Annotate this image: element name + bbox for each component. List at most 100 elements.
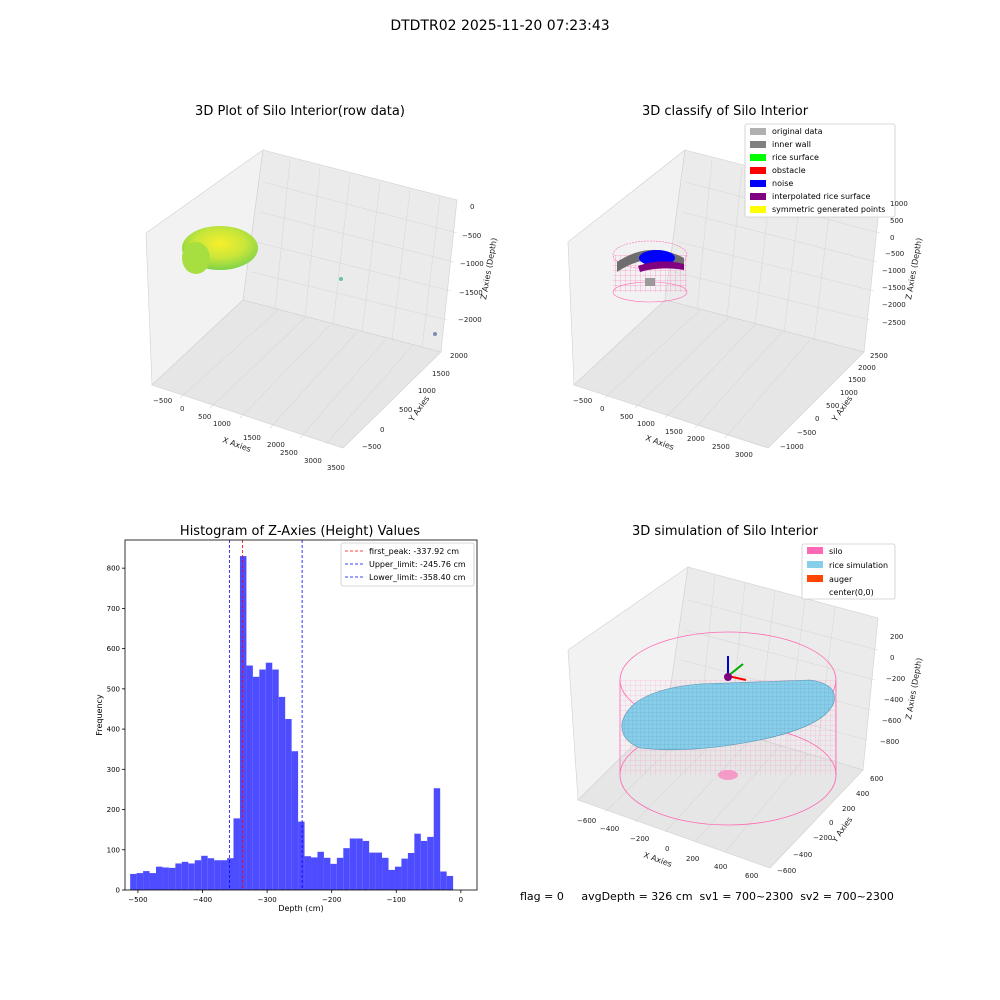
figure-title: DTDTR02 2025-11-20 07:23:43	[390, 18, 610, 34]
y-tick-label: 500	[107, 685, 120, 693]
svg-text:400: 400	[856, 790, 869, 798]
legend-line-label: Upper_limit: -245.76 cm	[369, 560, 466, 569]
svg-text:2500: 2500	[712, 443, 730, 451]
svg-text:500: 500	[198, 413, 211, 421]
histogram-bar	[323, 857, 331, 890]
histogram-bar	[446, 875, 454, 890]
histogram-x-label: Depth (cm)	[278, 904, 323, 913]
simulation-3d-plot: silo rice simulation auger center(0,0) −…	[567, 543, 924, 880]
y-tick-label: 400	[107, 726, 120, 734]
x-tick-label: −400	[193, 896, 212, 904]
histogram-bar	[311, 857, 318, 890]
raw-3d-plot: −500 0 500 1000 1500 2000 2500 3000 3500…	[145, 149, 499, 472]
histogram-bar	[401, 858, 408, 890]
svg-text:1500: 1500	[665, 428, 683, 436]
histogram-bar	[407, 852, 415, 890]
histogram-x-ticks: −500 −400 −300 −200 −100 0	[128, 890, 463, 904]
sim-y-ticks: −600 −400 −200 0 200 400 600	[777, 775, 883, 875]
svg-text:0: 0	[470, 203, 474, 211]
x-tick-label: −500	[128, 896, 147, 904]
svg-text:−400: −400	[793, 851, 812, 859]
legend-label-auger: auger	[829, 575, 853, 584]
svg-text:−400: −400	[884, 696, 903, 704]
svg-text:0: 0	[600, 405, 604, 413]
histogram-bar	[304, 856, 312, 890]
histogram-bar	[369, 852, 376, 890]
svg-text:500: 500	[826, 402, 839, 410]
svg-text:1500: 1500	[243, 434, 261, 442]
svg-text:200: 200	[842, 805, 855, 813]
svg-text:500: 500	[890, 217, 903, 225]
svg-text:1000: 1000	[890, 200, 908, 208]
legend-label-original: original data	[772, 127, 823, 136]
classify-y-ticks: −1000 −500 0 500 1000 1500 2000 2500	[780, 352, 888, 451]
histogram-bar	[382, 857, 389, 890]
histogram-bar	[420, 840, 428, 890]
legend-label-rice-surface: rice surface	[772, 153, 819, 162]
histogram-bar	[375, 852, 383, 890]
histogram-bar	[168, 867, 176, 890]
svg-text:600: 600	[870, 775, 883, 783]
svg-text:1500: 1500	[432, 370, 450, 378]
histogram-bar	[149, 873, 157, 890]
legend-line-label: Lower_limit: -358.40 cm	[369, 573, 466, 582]
svg-text:−1000: −1000	[882, 267, 906, 275]
histogram-bars	[130, 556, 454, 890]
histogram-bar	[201, 855, 208, 890]
svg-text:3000: 3000	[735, 451, 753, 459]
svg-text:−2000: −2000	[882, 301, 906, 309]
histogram-bar	[136, 873, 144, 890]
histogram-bar	[298, 821, 305, 890]
histogram-bar	[343, 848, 350, 890]
sim-legend	[801, 543, 896, 600]
legend-label-inner-wall: inner wall	[772, 140, 811, 149]
svg-text:1000: 1000	[637, 420, 655, 428]
histogram-bar	[317, 851, 324, 890]
svg-text:2000: 2000	[267, 441, 285, 449]
y-tick-label: 100	[107, 846, 120, 854]
histogram-axes-frame	[124, 539, 478, 891]
histogram-bar	[259, 669, 266, 890]
legend-label-rice: rice simulation	[829, 561, 888, 570]
histogram-bar	[285, 719, 292, 890]
svg-text:−1500: −1500	[882, 284, 906, 292]
svg-text:1500: 1500	[848, 376, 866, 384]
classify-legend	[744, 123, 896, 218]
silo-bottom-center	[718, 770, 738, 780]
svg-text:−500: −500	[885, 250, 904, 258]
svg-text:0: 0	[380, 426, 384, 434]
svg-text:−600: −600	[882, 717, 901, 725]
classify-x-ticks: −500 0 500 1000 1500 2000 2500 3000	[573, 397, 753, 459]
histogram-bar	[130, 873, 137, 890]
legend-swatch-inner-wall	[750, 141, 766, 148]
y-tick-label: 700	[107, 605, 120, 613]
simulation-plot-title: 3D simulation of Silo Interior	[632, 524, 818, 539]
histogram-bar	[214, 860, 221, 890]
histogram-bar	[246, 665, 253, 890]
svg-text:600: 600	[745, 872, 758, 880]
histogram-bar	[362, 840, 370, 890]
histogram-y-ticks: 0 100 200 300 400 500 600 700 800	[107, 565, 125, 895]
svg-text:2000: 2000	[687, 435, 705, 443]
center-marker	[724, 673, 732, 681]
raw-z-ticks: 0 −500 −1000 −1500 −2000	[458, 203, 484, 324]
svg-text:500: 500	[620, 413, 633, 421]
classify-original-data	[645, 278, 655, 286]
svg-text:0: 0	[665, 845, 669, 853]
svg-text:−1500: −1500	[459, 289, 483, 297]
histogram-bar	[252, 676, 260, 890]
sim-x-label: X Axies	[642, 850, 673, 869]
raw-outlier-point	[339, 277, 343, 281]
x-tick-label: −200	[322, 896, 341, 904]
svg-text:−200: −200	[813, 834, 832, 842]
status-line: flag = 0 avgDepth = 326 cm sv1 = 700~230…	[520, 890, 894, 903]
classify-z-label: Z Axies (Depth)	[904, 237, 924, 300]
y-tick-label: 800	[107, 565, 120, 573]
histogram-bar	[388, 869, 395, 890]
histogram-bar	[194, 860, 202, 890]
svg-text:−600: −600	[777, 867, 796, 875]
sim-x-ticks: −600 −400 −200 0 200 400 600	[577, 817, 758, 880]
svg-text:3500: 3500	[327, 464, 345, 472]
svg-text:2000: 2000	[858, 364, 876, 372]
legend-swatch-symmetric	[750, 206, 766, 213]
